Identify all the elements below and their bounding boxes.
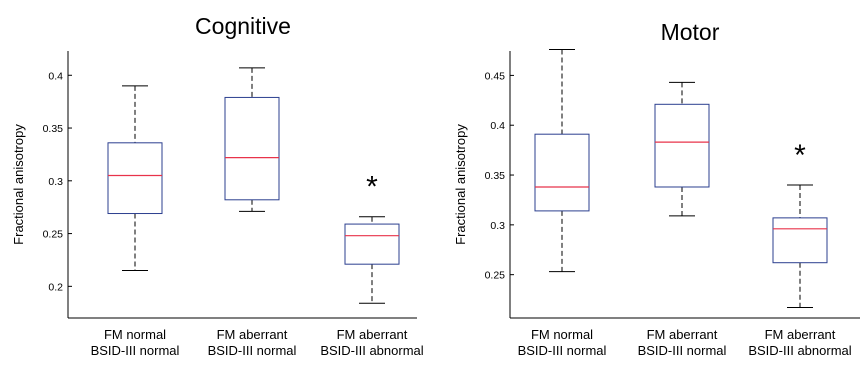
chart-title: Motor: [661, 19, 720, 45]
x-category-label: FM aberrant: [337, 327, 408, 342]
chart-1: Motor Fractional anisotropy 0.25 0.3 0.35 0.4…: [453, 19, 860, 358]
x-category-label: BSID-III abnormal: [748, 343, 851, 358]
iqr-box: [344, 223, 400, 265]
iqr-box: [772, 217, 828, 264]
chart-title: Cognitive: [195, 13, 291, 39]
box-0: [534, 49, 590, 273]
y-tick-label: 0.4: [490, 120, 505, 132]
x-category-label: FM aberrant: [765, 327, 836, 342]
significance-marker: *: [794, 139, 806, 172]
x-category-label: FM normal: [104, 327, 166, 342]
y-tick-label: 0.35: [43, 123, 64, 135]
y-tick-label: 0.3: [490, 220, 505, 232]
y-axis-label: Fractional anisotropy: [453, 124, 468, 245]
y-tick-label: 0.3: [48, 176, 63, 188]
x-category-label: BSID-III normal: [91, 343, 180, 358]
iqr-box: [534, 133, 590, 212]
y-tick-label: 0.45: [485, 70, 506, 82]
x-category-label: BSID-III normal: [208, 343, 297, 358]
box-2: *: [344, 171, 400, 304]
iqr-box: [654, 103, 710, 188]
y-tick-label: 0.25: [485, 270, 506, 282]
iqr-box: [107, 142, 163, 215]
box-2: *: [772, 139, 828, 309]
x-category-label: BSID-III abnormal: [320, 343, 423, 358]
box-1: [654, 81, 710, 217]
significance-marker: *: [366, 171, 378, 204]
y-tick-label: 0.25: [43, 229, 64, 241]
chart-0: Cognitive Fractional anisotropy 0.2 0.25 0.3…: [11, 13, 424, 358]
x-category-label: FM normal: [531, 327, 593, 342]
x-category-label: BSID-III normal: [518, 343, 607, 358]
box-0: [107, 85, 163, 272]
y-tick-label: 0.4: [48, 70, 63, 82]
x-category-label: FM aberrant: [217, 327, 288, 342]
y-tick-label: 0.35: [485, 170, 506, 182]
y-tick-label: 0.2: [48, 281, 63, 293]
box-1: [224, 67, 280, 212]
iqr-box: [224, 96, 280, 201]
x-category-label: BSID-III normal: [638, 343, 727, 358]
x-category-label: FM aberrant: [647, 327, 718, 342]
y-axis-label: Fractional anisotropy: [11, 124, 26, 245]
